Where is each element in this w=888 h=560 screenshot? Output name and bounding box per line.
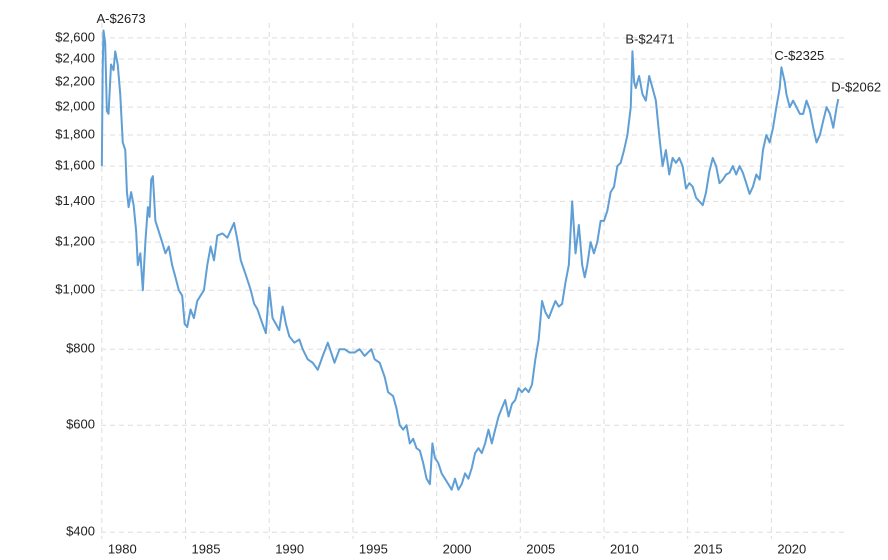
y-tick-label: $2,000 — [55, 99, 95, 114]
annotation: A-$2673 — [97, 11, 146, 26]
x-tick-label: 2015 — [694, 541, 723, 556]
y-tick-label: $1,000 — [55, 282, 95, 297]
y-tick-label: $2,200 — [55, 73, 95, 88]
y-tick-label: $1,400 — [55, 193, 95, 208]
x-tick-label: 2020 — [777, 541, 806, 556]
y-tick-label: $600 — [66, 417, 95, 432]
x-tick-label: 1995 — [359, 541, 388, 556]
y-tick-label: $1,200 — [55, 234, 95, 249]
y-tick-label: $800 — [66, 341, 95, 356]
x-tick-label: 2010 — [610, 541, 639, 556]
x-tick-label: 1990 — [275, 541, 304, 556]
series-line — [100, 29, 840, 491]
y-tick-label: $2,600 — [55, 29, 95, 44]
x-tick-label: 2000 — [443, 541, 472, 556]
y-tick-label: $1,600 — [55, 158, 95, 173]
annotation: B-$2471 — [625, 32, 674, 47]
x-tick-label: 1985 — [192, 541, 221, 556]
y-tick-label: $1,800 — [55, 126, 95, 141]
x-tick-label: 1980 — [108, 541, 137, 556]
annotation: D-$2062 — [831, 80, 881, 95]
x-tick-label: 2005 — [526, 541, 555, 556]
annotation: C-$2325 — [774, 48, 824, 63]
y-tick-label: $2,400 — [55, 50, 95, 65]
y-tick-label: $400 — [66, 524, 95, 539]
